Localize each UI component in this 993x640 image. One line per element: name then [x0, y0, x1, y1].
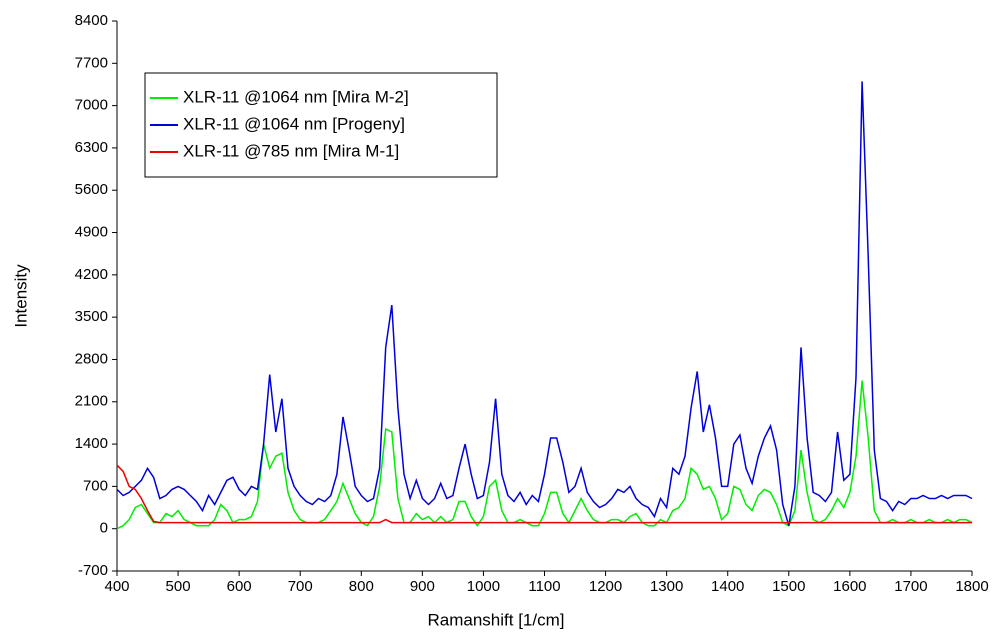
x-tick-label: 600 — [227, 578, 252, 595]
x-tick-label: 1000 — [467, 578, 500, 595]
legend: XLR-11 @1064 nm [Mira M-2] XLR-11 @1064 n… — [144, 72, 498, 178]
x-tick-label: 800 — [349, 578, 374, 595]
x-tick-label: 1800 — [955, 578, 988, 595]
legend-box — [144, 72, 498, 178]
y-tick-label: 5600 — [75, 181, 108, 198]
x-tick-label: 400 — [104, 578, 129, 595]
series-line — [116, 464, 972, 524]
x-axis-label: Ramanshift [1/cm] — [428, 610, 565, 629]
x-tick-label: 1400 — [711, 578, 744, 595]
x-tick-label: 1500 — [772, 578, 805, 595]
y-tick-label: 2800 — [75, 350, 108, 367]
y-tick-label: 2100 — [75, 393, 108, 410]
y-tick-label: 1400 — [75, 435, 108, 452]
legend-label: XLR-11 @1064 nm [Progeny] — [183, 114, 405, 133]
y-tick-label: 3500 — [75, 308, 108, 325]
x-tick-label: 1200 — [589, 578, 622, 595]
series-line — [116, 380, 973, 530]
x-tick-label: 1300 — [650, 578, 683, 595]
x-tick-label: 1700 — [894, 578, 927, 595]
legend-label: XLR-11 @1064 nm [Mira M-2] — [183, 87, 409, 106]
y-tick-label: 8400 — [75, 12, 108, 29]
y-tick-label: 7000 — [75, 97, 108, 114]
y-tick-label: 4900 — [75, 224, 108, 241]
y-tick-label: 4200 — [75, 266, 108, 283]
y-tick-label: 0 — [100, 520, 108, 537]
x-tick-label: 1100 — [528, 578, 560, 595]
x-tick-label: 500 — [166, 578, 191, 595]
series-line — [116, 81, 973, 526]
y-tick-label: -700 — [78, 562, 108, 579]
y-tick-label: 7700 — [75, 54, 108, 71]
x-tick-label: 700 — [288, 578, 313, 595]
y-tick-label: 6300 — [75, 139, 108, 156]
y-axis-label: Intensity — [11, 264, 30, 328]
x-tick-label: 1600 — [833, 578, 866, 595]
x-tick-label: 900 — [410, 578, 435, 595]
legend-label: XLR-11 @785 nm [Mira M-1] — [183, 141, 399, 160]
y-tick-label: 700 — [83, 477, 108, 494]
